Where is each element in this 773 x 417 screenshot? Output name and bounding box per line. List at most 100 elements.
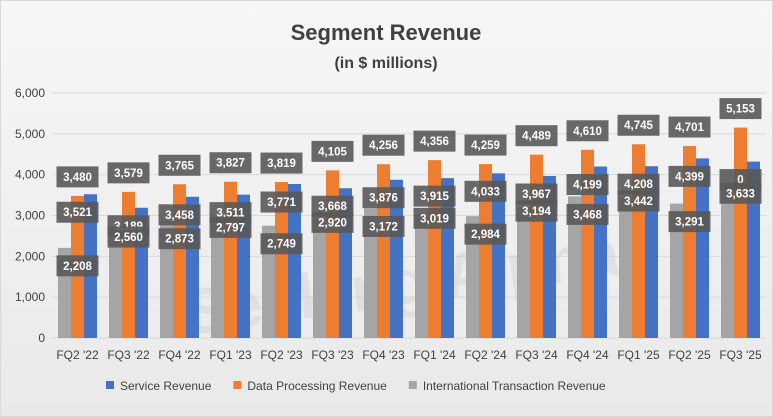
bar	[122, 191, 135, 338]
svg-text:2,920: 2,920	[318, 217, 347, 229]
legend-item: Data Processing Revenue	[233, 379, 387, 393]
data-label: 3,771	[260, 191, 303, 213]
svg-text:3,579: 3,579	[114, 168, 143, 180]
data-label: 2,873	[158, 228, 201, 250]
bar	[517, 207, 530, 338]
svg-text:2,873: 2,873	[165, 234, 194, 246]
data-label: 3,876	[362, 187, 405, 209]
data-label: 4,033	[464, 180, 507, 202]
bar	[568, 196, 581, 338]
x-tick-label: FQ1 '25	[617, 348, 660, 362]
svg-text:4,105: 4,105	[318, 146, 347, 158]
data-label: 3,291	[668, 211, 711, 233]
svg-text:3,876: 3,876	[369, 193, 398, 205]
bar	[670, 203, 683, 338]
data-label: 4,105	[311, 140, 354, 162]
data-label: 2,984	[464, 223, 507, 245]
data-label: 2,797	[209, 216, 252, 238]
data-label: 3,827	[209, 152, 252, 174]
data-label: 4,745	[617, 114, 660, 136]
data-label: 3,915	[413, 185, 456, 207]
data-label: 2,560	[107, 226, 150, 248]
legend-label: Service Revenue	[120, 379, 212, 393]
bar	[696, 158, 709, 338]
data-label: 4,399	[668, 165, 711, 187]
svg-text:5,153: 5,153	[726, 104, 755, 116]
svg-text:3,019: 3,019	[420, 213, 449, 225]
svg-text:3,480: 3,480	[63, 172, 92, 184]
x-tick-label: FQ4 '23	[362, 348, 405, 362]
svg-text:3,819: 3,819	[267, 158, 296, 170]
bar	[721, 189, 734, 338]
data-labels: 3,5213,4802,2083,1893,5792,5603,4583,765…	[56, 98, 762, 277]
svg-text:4,399: 4,399	[675, 171, 704, 183]
data-label: 2,749	[260, 233, 303, 255]
svg-text:2,208: 2,208	[63, 261, 92, 273]
legend-item: International Transaction Revenue	[408, 379, 606, 393]
data-label: 3,765	[158, 154, 201, 176]
svg-text:3,668: 3,668	[318, 201, 347, 213]
bar	[492, 173, 505, 338]
data-label: 3,668	[311, 195, 354, 217]
svg-text:0: 0	[737, 175, 743, 187]
bar	[313, 218, 326, 338]
legend-item: Service Revenue	[106, 379, 212, 393]
svg-text:4,256: 4,256	[369, 140, 398, 152]
bar	[415, 214, 428, 338]
x-tick-label: FQ2 '25	[668, 348, 711, 362]
svg-text:3,458: 3,458	[165, 210, 194, 222]
svg-text:3,521: 3,521	[63, 207, 92, 219]
bar	[160, 220, 173, 338]
legend-label: Data Processing Revenue	[247, 379, 387, 393]
bar	[109, 233, 122, 338]
svg-text:3,172: 3,172	[369, 221, 398, 233]
y-tick-label: 3,000	[15, 209, 45, 223]
data-label: 2,208	[56, 255, 99, 277]
svg-text:3,194: 3,194	[522, 206, 551, 218]
axes: 0 1,000 2,000 3,000 4,000 5,000 6,000 FQ2 '22 FQ…	[15, 86, 762, 362]
svg-text:3,771: 3,771	[267, 197, 296, 209]
x-tick-label: FQ1 '24	[413, 348, 456, 362]
bar	[683, 146, 696, 338]
legend-swatch	[106, 381, 114, 389]
svg-text:3,511: 3,511	[216, 208, 245, 220]
svg-text:3,291: 3,291	[675, 217, 704, 229]
x-tick-label: FQ3 '22	[107, 348, 150, 362]
bar	[747, 161, 760, 338]
svg-text:3,468: 3,468	[573, 209, 602, 221]
data-label: 4,259	[464, 134, 507, 156]
data-label: 4,208	[617, 173, 660, 195]
bar	[288, 184, 301, 338]
svg-text:2,984: 2,984	[471, 229, 500, 241]
svg-text:3,442: 3,442	[624, 196, 653, 208]
legend-swatch	[408, 381, 417, 389]
x-tick-label: FQ2 '22	[56, 348, 99, 362]
data-label: 4,701	[668, 116, 711, 138]
x-tick-label: FQ4 '22	[158, 348, 201, 362]
y-tick-label: 4,000	[15, 168, 45, 182]
svg-text:4,489: 4,489	[522, 131, 551, 143]
data-label: 3,468	[566, 203, 609, 225]
svg-text:4,199: 4,199	[573, 180, 602, 192]
x-tick-label: FQ1 '23	[209, 348, 252, 362]
bar	[581, 149, 594, 338]
data-label: 3,442	[617, 190, 660, 212]
x-tick-label: FQ3 '25	[719, 348, 762, 362]
data-label: 3,967	[515, 183, 558, 205]
svg-text:3,967: 3,967	[522, 189, 551, 201]
legend: Service Revenue Data Processing Revenue In…	[106, 379, 606, 393]
bar	[326, 170, 339, 338]
y-tick-label: 0	[38, 331, 45, 345]
bar	[275, 182, 288, 338]
data-label: 5,153	[719, 98, 762, 120]
y-tick-label: 2,000	[15, 249, 45, 263]
bar	[211, 223, 224, 338]
svg-text:3,765: 3,765	[165, 160, 194, 172]
svg-text:4,745: 4,745	[624, 120, 653, 132]
data-label: 3,633	[719, 182, 762, 204]
data-label: 4,489	[515, 125, 558, 147]
data-label: 2,920	[311, 211, 354, 233]
x-tick-label: FQ3 '23	[311, 348, 354, 362]
data-label: 3,458	[158, 204, 201, 226]
bar	[364, 208, 377, 338]
